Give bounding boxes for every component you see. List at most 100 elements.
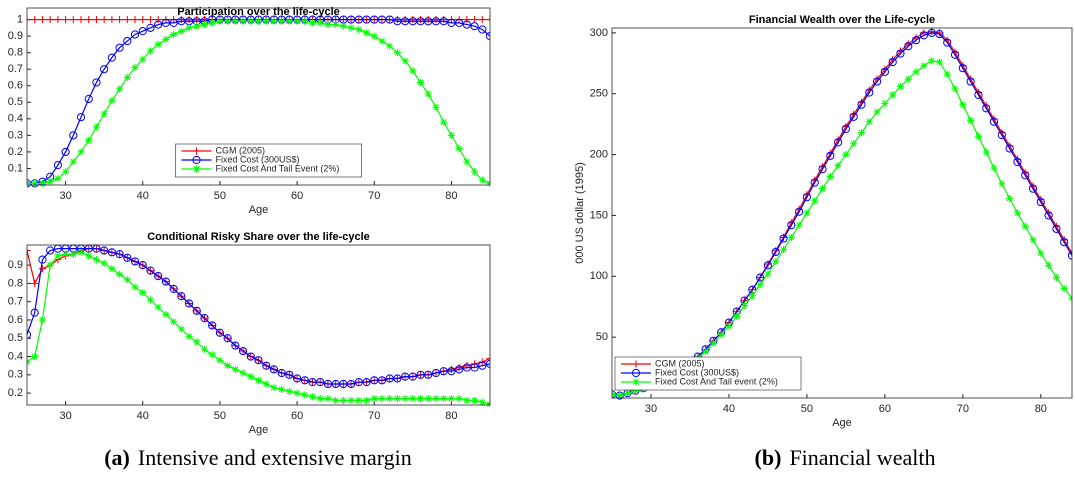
data-marker <box>447 131 456 139</box>
x-axis-label: Age <box>249 204 269 216</box>
data-marker <box>215 328 225 337</box>
data-marker <box>896 82 905 91</box>
data-marker <box>231 17 239 25</box>
data-marker <box>254 15 263 24</box>
caption-label: (a) <box>104 445 130 470</box>
data-marker <box>385 374 394 383</box>
legend-marker <box>192 147 201 155</box>
data-marker <box>478 398 486 406</box>
data-marker <box>192 306 201 315</box>
data-marker <box>116 15 124 24</box>
x-tick-label: 30 <box>645 403 657 415</box>
y-tick-label: 300 <box>590 27 608 39</box>
data-marker <box>146 266 155 275</box>
data-marker <box>200 20 209 29</box>
y-tick-label: 0.6 <box>8 314 23 326</box>
data-marker <box>779 245 788 254</box>
data-marker <box>447 367 456 376</box>
data-marker <box>432 395 440 403</box>
data-marker <box>802 193 812 202</box>
data-marker <box>834 138 843 147</box>
data-marker <box>270 17 278 25</box>
x-tick-label: 60 <box>879 403 891 415</box>
data-marker <box>170 318 178 326</box>
data-marker <box>989 117 999 126</box>
legend-label: Fixed Cost (300US$) <box>216 154 300 164</box>
data-marker <box>223 15 232 24</box>
data-marker <box>46 178 54 186</box>
data-marker <box>332 20 340 29</box>
data-marker <box>803 209 811 217</box>
data-marker <box>262 380 270 388</box>
data-marker <box>386 42 394 50</box>
data-marker <box>631 387 639 395</box>
data-marker <box>27 246 31 255</box>
data-marker <box>324 20 332 29</box>
y-tick-label: 0.4 <box>8 113 23 125</box>
data-marker <box>76 113 86 122</box>
data-marker <box>377 376 387 385</box>
data-marker <box>386 395 394 403</box>
data-marker <box>100 259 108 267</box>
data-marker <box>424 370 433 379</box>
data-marker <box>285 370 294 379</box>
data-marker <box>998 180 1006 188</box>
data-marker <box>811 197 819 205</box>
data-marker <box>224 17 232 25</box>
data-marker <box>447 395 456 403</box>
data-marker <box>31 15 39 24</box>
data-marker <box>339 396 347 405</box>
data-marker <box>967 116 975 125</box>
data-marker <box>990 164 998 172</box>
data-marker <box>54 174 62 182</box>
data-marker <box>455 18 464 27</box>
data-marker <box>880 67 889 76</box>
x-tick-label: 50 <box>214 410 226 422</box>
y-axis-label: 000 US dollar (1995) <box>574 162 586 264</box>
legend-label: CGM (2005) <box>655 358 705 368</box>
data-marker <box>223 334 232 343</box>
data-marker <box>370 395 378 403</box>
data-marker <box>431 17 441 26</box>
data-marker <box>177 27 185 35</box>
data-marker <box>92 78 101 87</box>
data-marker <box>100 110 108 118</box>
data-marker <box>959 101 967 109</box>
data-marker <box>440 118 448 126</box>
data-marker <box>779 234 788 243</box>
data-marker <box>733 312 741 321</box>
data-marker <box>865 88 874 97</box>
data-marker <box>943 70 951 78</box>
data-marker <box>370 15 379 24</box>
data-marker <box>951 85 959 93</box>
data-marker <box>748 292 756 300</box>
data-marker <box>432 103 440 111</box>
x-axis-label: Age <box>832 417 852 429</box>
legend: CGM (2005)Fixed Cost (300US$)Fixed Cost … <box>175 143 362 178</box>
data-marker <box>362 15 371 24</box>
data-marker <box>826 151 835 160</box>
data-marker <box>146 23 155 32</box>
data-marker <box>185 332 193 341</box>
data-marker <box>857 129 866 137</box>
legend: CGM (2005)Fixed Cost (300US$)Fixed Cost … <box>614 356 802 391</box>
y-tick-label: 0.2 <box>8 387 23 399</box>
data-marker <box>38 255 47 264</box>
data-marker <box>184 299 194 308</box>
data-marker <box>401 372 410 381</box>
data-marker <box>1013 157 1022 166</box>
data-marker <box>46 261 54 269</box>
chart-title: Participation over the life-cycle <box>177 6 340 18</box>
data-marker <box>239 17 247 25</box>
data-marker <box>810 178 819 187</box>
x-tick-label: 80 <box>445 410 457 422</box>
chart-title: Financial Wealth over the Life-cycle <box>749 14 935 26</box>
data-marker <box>470 22 479 31</box>
data-marker <box>416 370 425 379</box>
caption-label: (b) <box>755 445 782 470</box>
data-marker <box>339 379 348 389</box>
data-marker <box>1045 261 1053 269</box>
data-marker <box>795 207 804 216</box>
data-marker <box>262 15 271 24</box>
caption-a: (a) Intensive and extensive margin <box>104 445 412 470</box>
